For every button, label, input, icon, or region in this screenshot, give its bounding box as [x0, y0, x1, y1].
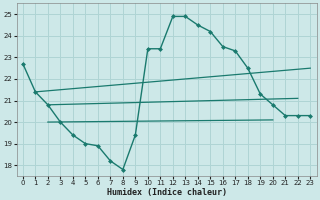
X-axis label: Humidex (Indice chaleur): Humidex (Indice chaleur) [107, 188, 227, 197]
